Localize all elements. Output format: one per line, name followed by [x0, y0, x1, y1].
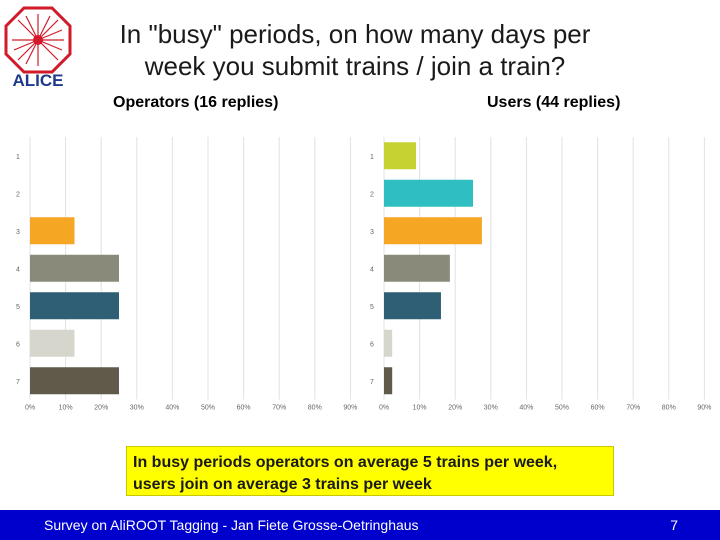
users-x-tick-label: 60% [591, 405, 605, 412]
conclusion-box: In busy periods operators on average 5 t… [126, 446, 614, 496]
operators-bar-5 [30, 292, 119, 320]
users-x-tick-label: 80% [662, 405, 676, 412]
footer-bar: Survey on AliROOT Tagging - Jan Fiete Gr… [0, 510, 720, 540]
page-number: 7 [670, 517, 678, 533]
users-bar-6 [384, 329, 393, 357]
users-bar-2 [384, 179, 473, 207]
users-bar-3 [384, 217, 482, 245]
operators-category-label: 5 [16, 304, 20, 311]
alice-logo: ALICE [4, 6, 72, 90]
users-x-tick-label: 90% [697, 405, 711, 412]
operators-x-tick-label: 50% [201, 405, 215, 412]
users-bar-5 [384, 292, 441, 320]
conclusion-line-1: In busy periods operators on average 5 t… [133, 454, 558, 471]
users-x-tick-label: 70% [626, 405, 640, 412]
users-x-tick-label: 40% [519, 405, 533, 412]
users-category-label: 1 [370, 154, 374, 161]
footer-text: Survey on AliROOT Tagging - Jan Fiete Gr… [44, 517, 419, 533]
users-x-tick-label: 10% [413, 405, 427, 412]
users-x-tick-label: 30% [484, 405, 498, 412]
operators-bar-3 [30, 217, 75, 245]
users-category-label: 6 [370, 341, 374, 348]
conclusion-line-2: users join on average 3 trains per week [133, 476, 432, 493]
users-category-label: 7 [370, 379, 374, 386]
alice-logo-icon: ALICE [4, 6, 72, 90]
operators-bar-chart: 0% 10% 20% 30% 40% 50% 60% 70% 80% 90% 1 2 3 4 5 6 7 [16, 137, 357, 412]
page-title: In "busy" periods, on how many days per … [119, 19, 591, 81]
operators-category-label: 4 [16, 266, 20, 273]
operators-category-label: 1 [16, 154, 20, 161]
users-bar-chart: 0% 10% 20% 30% 40% 50% 60% 70% 80% 90% 1 2 3 4 5 6 7 [370, 137, 711, 412]
users-x-tick-label: 20% [448, 405, 462, 412]
alice-logo-text: ALICE [13, 71, 64, 90]
operators-category-label: 6 [16, 341, 20, 348]
users-chart-title: Users (44 replies) [487, 94, 621, 111]
users-x-tick-label: 0% [379, 405, 389, 412]
operators-x-tick-label: 80% [308, 405, 322, 412]
operators-category-label: 7 [16, 379, 20, 386]
users-bar-7 [384, 367, 393, 395]
operators-x-tick-label: 0% [25, 405, 35, 412]
operators-x-tick-label: 40% [165, 405, 179, 412]
users-bar-4 [384, 254, 450, 282]
users-category-label: 2 [370, 191, 374, 198]
operators-bar-6 [30, 329, 75, 357]
users-x-tick-label: 50% [555, 405, 569, 412]
users-category-label: 3 [370, 229, 374, 236]
users-bar-1 [384, 142, 417, 170]
operators-bar-4 [30, 254, 119, 282]
operators-category-label: 3 [16, 229, 20, 236]
operators-x-tick-label: 10% [59, 405, 73, 412]
operators-x-tick-label: 60% [237, 405, 251, 412]
operators-x-tick-label: 90% [343, 405, 357, 412]
users-category-label: 5 [370, 304, 374, 311]
operators-x-tick-label: 70% [272, 405, 286, 412]
operators-category-label: 2 [16, 191, 20, 198]
operators-chart-title: Operators (16 replies) [113, 94, 279, 111]
operators-x-tick-label: 30% [130, 405, 144, 412]
operators-bar-7 [30, 367, 119, 395]
users-category-label: 4 [370, 266, 374, 273]
operators-x-tick-label: 20% [94, 405, 108, 412]
